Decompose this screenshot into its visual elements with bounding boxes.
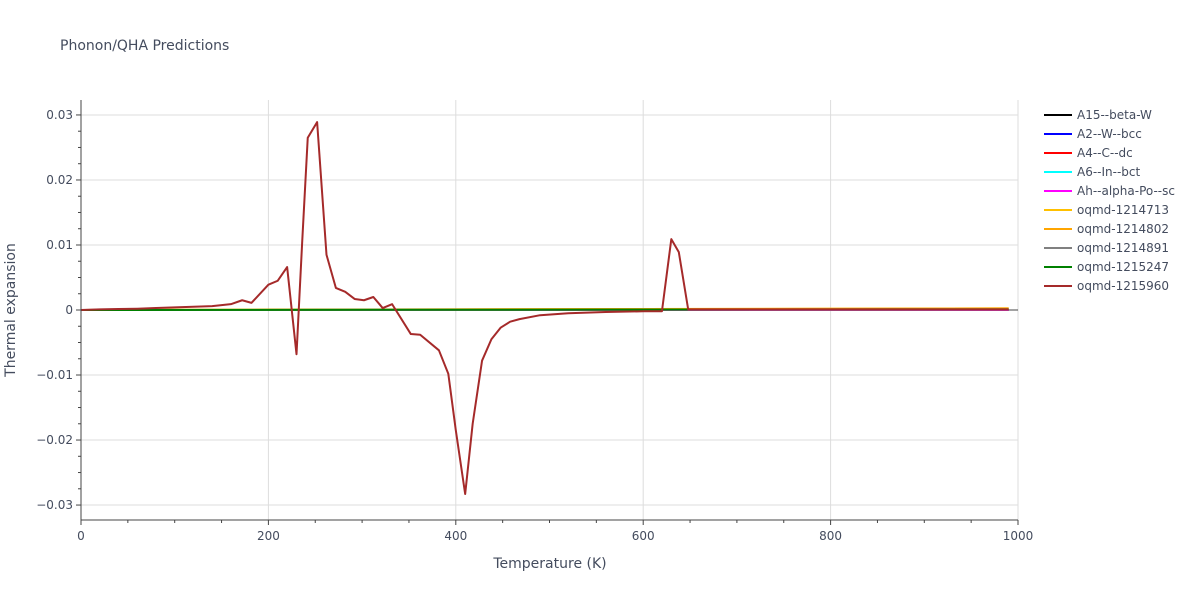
legend-item[interactable]: A15--beta-W	[1044, 108, 1152, 122]
legend-label: oqmd-1214802	[1077, 222, 1169, 236]
y-tick-label: 0.02	[46, 173, 73, 187]
chart-title: Phonon/QHA Predictions	[60, 38, 229, 54]
legend[interactable]: A15--beta-W A2--W--bcc A4--C--dc A6--In--bc…	[1044, 108, 1175, 293]
legend-item[interactable]: oqmd-1214713	[1044, 203, 1169, 217]
legend-label: A15--beta-W	[1077, 108, 1152, 122]
y-tick-label: 0.01	[46, 238, 73, 252]
y-tick-label: 0	[65, 303, 73, 317]
legend-item[interactable]: oqmd-1214891	[1044, 241, 1169, 255]
legend-label: A4--C--dc	[1077, 146, 1133, 160]
x-tick-label: 200	[257, 529, 280, 543]
legend-label: Ah--alpha-Po--sc	[1077, 184, 1175, 198]
legend-label: oqmd-1215960	[1077, 279, 1169, 293]
y-axis-title: Thermal expansion	[3, 243, 19, 378]
legend-label: A6--In--bct	[1077, 165, 1141, 179]
legend-label: oqmd-1214891	[1077, 241, 1169, 255]
tick-labels: 0 200 400 600 800 1000 −0.03 −0.02 −0.01 0 0.01 0.0…	[36, 108, 1033, 543]
y-tick-label: −0.02	[36, 433, 73, 447]
legend-item[interactable]: A4--C--dc	[1044, 146, 1133, 160]
x-tick-label: 0	[77, 529, 85, 543]
y-tick-label: 0.03	[46, 108, 73, 122]
axes	[76, 100, 1019, 525]
legend-item[interactable]: oqmd-1215960	[1044, 279, 1169, 293]
legend-item[interactable]: A2--W--bcc	[1044, 127, 1142, 141]
legend-item[interactable]: oqmd-1215247	[1044, 260, 1169, 274]
x-tick-label: 800	[819, 529, 842, 543]
series-line-oqmd-1215960[interactable]	[80, 121, 1009, 495]
legend-label: A2--W--bcc	[1077, 127, 1142, 141]
y-tick-label: −0.01	[36, 368, 73, 382]
series-lines[interactable]	[80, 121, 1009, 495]
x-tick-label: 1000	[1003, 529, 1034, 543]
legend-item[interactable]: oqmd-1214802	[1044, 222, 1169, 236]
legend-label: oqmd-1215247	[1077, 260, 1169, 274]
y-tick-label: −0.03	[36, 498, 73, 512]
legend-item[interactable]: A6--In--bct	[1044, 165, 1141, 179]
x-tick-label: 600	[632, 529, 655, 543]
x-axis-title: Temperature (K)	[492, 556, 606, 572]
legend-label: oqmd-1214713	[1077, 203, 1169, 217]
legend-item[interactable]: Ah--alpha-Po--sc	[1044, 184, 1175, 198]
x-tick-label: 400	[444, 529, 467, 543]
